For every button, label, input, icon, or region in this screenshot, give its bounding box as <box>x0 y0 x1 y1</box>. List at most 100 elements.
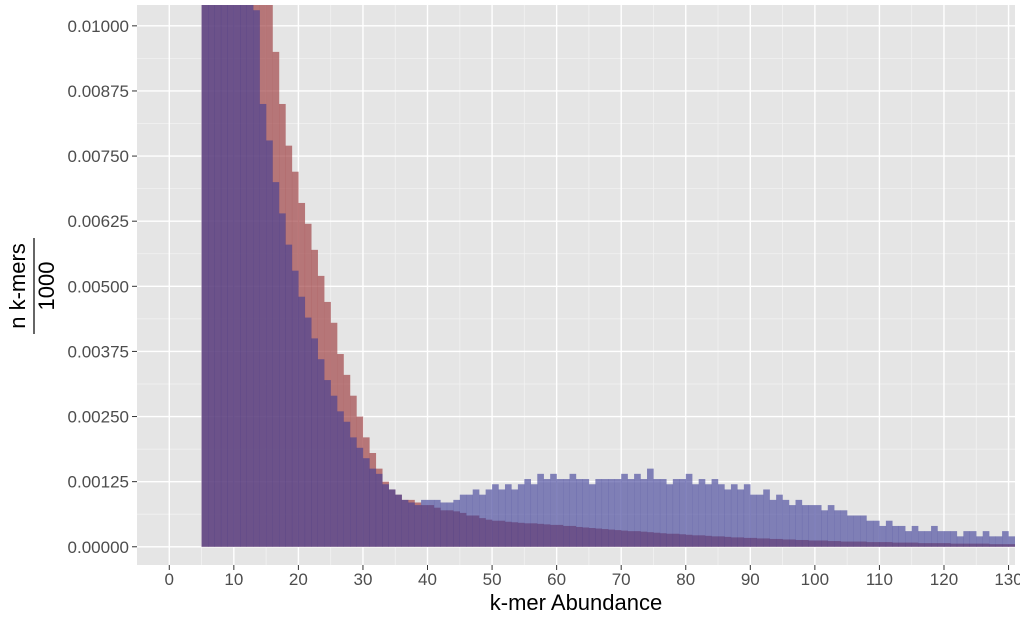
y-tick-label: 0.00250 <box>68 408 129 427</box>
bar <box>756 494 764 547</box>
bar <box>279 213 286 547</box>
bar <box>918 531 925 547</box>
bar <box>659 479 667 547</box>
bar <box>634 473 641 547</box>
bar <box>956 536 964 547</box>
x-tick-label: 70 <box>612 570 631 589</box>
y-axis-title-denominator: 1000 <box>34 262 59 311</box>
y-tick-label: 0.00625 <box>68 212 129 231</box>
bar <box>350 437 357 547</box>
bar <box>453 499 460 547</box>
bar <box>750 494 757 547</box>
bar <box>789 505 796 547</box>
bar <box>976 536 983 547</box>
bar <box>724 489 732 547</box>
bar <box>827 505 835 547</box>
bar <box>543 479 551 547</box>
bar <box>395 494 402 547</box>
x-tick-label: 40 <box>418 570 437 589</box>
bar <box>763 489 770 547</box>
x-tick-label: 50 <box>483 570 502 589</box>
bar <box>253 10 260 547</box>
bar <box>924 531 932 547</box>
bar <box>698 479 706 547</box>
bar <box>872 520 880 547</box>
bar <box>530 484 538 547</box>
x-tick-label: 120 <box>930 570 958 589</box>
bar <box>989 536 996 547</box>
bar <box>943 531 951 547</box>
bar <box>408 502 415 547</box>
bar <box>588 484 596 547</box>
bar <box>969 531 977 547</box>
x-tick-label: 30 <box>353 570 372 589</box>
bar <box>563 479 570 547</box>
bar <box>537 473 544 547</box>
bar <box>459 494 467 547</box>
bar <box>246 5 254 547</box>
bar <box>369 468 377 547</box>
bar <box>511 489 519 547</box>
bar <box>834 510 841 547</box>
bar <box>737 489 745 547</box>
bar <box>388 489 396 547</box>
bar <box>860 515 867 547</box>
x-tick-label: 20 <box>289 570 308 589</box>
x-tick-label: 10 <box>224 570 243 589</box>
bar <box>911 525 919 547</box>
bar <box>330 395 338 547</box>
y-axis-title-numerator: n k-mers <box>5 243 30 329</box>
bar <box>472 489 480 547</box>
bar <box>233 5 241 547</box>
bar <box>492 484 499 547</box>
bar <box>524 479 532 547</box>
x-tick-label: 0 <box>165 570 174 589</box>
y-tick-label: 0.00750 <box>68 147 129 166</box>
x-tick-label: 90 <box>741 570 760 589</box>
bar <box>627 479 635 547</box>
bar <box>666 484 674 547</box>
bar <box>795 499 803 547</box>
y-tick-label: 0.00375 <box>68 342 129 361</box>
x-tick-label: 60 <box>547 570 566 589</box>
bar <box>446 502 454 547</box>
bar <box>647 468 654 547</box>
bar <box>982 531 990 547</box>
x-axis-title: k-mer Abundance <box>490 590 662 615</box>
bar <box>201 5 209 547</box>
bar <box>905 531 912 547</box>
axes: 0 10 20 30 40 50 60 70 80 90 100 110 120 130 0.00000 0.… <box>68 17 1020 589</box>
bar <box>220 5 228 547</box>
bar <box>291 270 299 547</box>
bar <box>427 499 435 547</box>
bar <box>569 473 577 547</box>
bar <box>304 317 312 547</box>
bar <box>214 5 222 547</box>
bar <box>337 411 344 547</box>
bar <box>892 525 899 547</box>
x-tick-label: 130 <box>994 570 1020 589</box>
bar <box>440 502 448 547</box>
bar <box>595 479 603 547</box>
bar <box>808 505 816 547</box>
bar <box>582 479 590 547</box>
bar <box>840 510 848 547</box>
bar <box>298 296 306 547</box>
bar <box>240 5 247 547</box>
bar <box>931 525 938 547</box>
bar <box>556 479 564 547</box>
bar <box>208 5 215 547</box>
bar <box>375 473 383 547</box>
bar <box>847 515 854 547</box>
bar <box>692 484 699 547</box>
y-tick-label: 0.00000 <box>68 538 129 557</box>
bar <box>401 499 409 547</box>
bar <box>504 484 512 547</box>
bar <box>466 494 473 547</box>
bar <box>821 510 828 547</box>
bar <box>879 525 887 547</box>
bar <box>272 182 280 547</box>
bar <box>479 494 486 547</box>
bar <box>782 499 790 547</box>
